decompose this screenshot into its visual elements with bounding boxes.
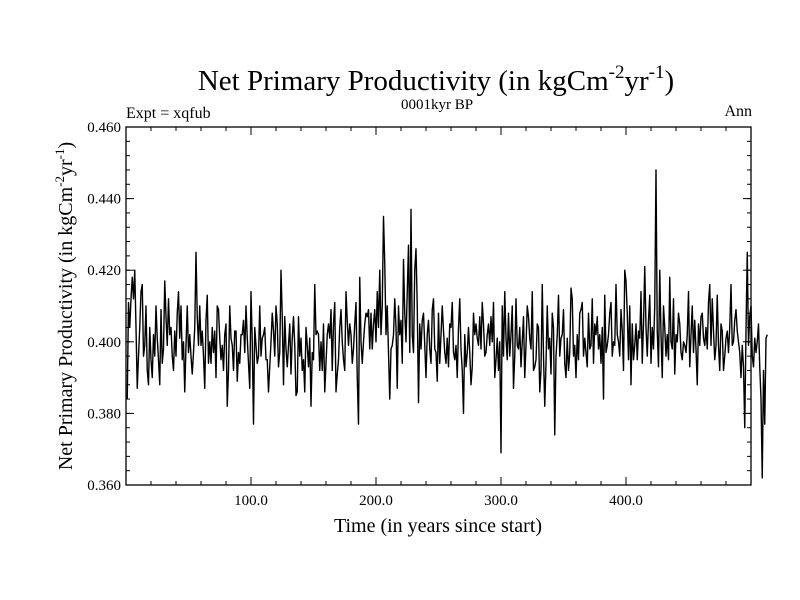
chart-subtitle: 0001kyr BP [401,97,473,113]
y-axis-label-end: ) [55,142,77,149]
experiment-label: Expt = xqfub [126,105,211,122]
chart-title: Net Primary Productivity (in kgCm-2yr-1) [198,62,674,97]
season-label: Ann [724,103,752,120]
y-axis-label-mid: yr [55,159,77,176]
x-tick-label: 200.0 [359,493,393,509]
y-axis-label: Net Primary Productivity (in kgCm-2yr-1) [52,142,77,470]
chart-title-sup2: -1 [649,62,665,83]
x-tick-label: 300.0 [484,493,518,509]
series-group [126,169,768,479]
y-tick-label: 0.400 [87,335,121,351]
x-axis-label: Time (in years since start) [334,515,542,537]
chart-title-sup1: -2 [609,62,625,83]
plot-frame [125,126,752,486]
chart-title-main: Net Primary Productivity (in kgCm [198,65,609,97]
y-tick-label: 0.420 [87,263,121,279]
y-axis-label-sup1: -2 [52,176,67,187]
x-tick-label: 100.0 [234,493,268,509]
chart-title-end: ) [664,65,674,97]
y-tick-label: 0.360 [87,478,121,494]
y-axis-label-main: Net Primary Productivity (in kgCm [55,186,77,470]
y-tick-label: 0.440 [87,192,121,208]
y-tick-label: 0.380 [87,406,121,422]
y-tick-label: 0.460 [87,120,121,136]
series-line-npp [126,169,768,479]
chart-title-mid: yr [624,65,649,97]
axis-tick-labels: 0.360 0.380 0.400 0.420 0.440 0.460 100.0 200.0… [87,120,643,509]
x-tick-label: 400.0 [609,493,643,509]
y-axis-label-sup2: -1 [52,149,67,160]
